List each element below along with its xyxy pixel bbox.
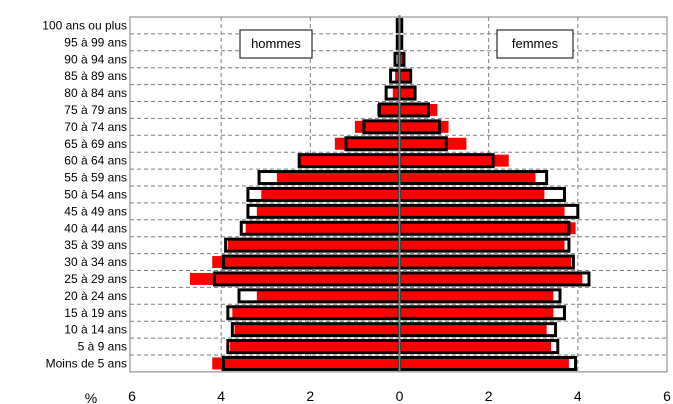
x-tick-label: 4 xyxy=(574,388,582,404)
bar-femmes-filled xyxy=(399,357,569,370)
bar-femmes-filled xyxy=(399,70,411,83)
bar-hommes-filled xyxy=(234,323,400,336)
bar-hommes-filled xyxy=(377,103,400,116)
category-label: 55 à 59 ans xyxy=(64,171,127,185)
bar-hommes-filled xyxy=(334,137,400,150)
x-tick-label: 6 xyxy=(663,388,671,404)
legend-hommes: hommes xyxy=(239,29,313,59)
bar-femmes-filled xyxy=(399,239,565,252)
bar-outlines xyxy=(212,15,591,372)
bar-hommes-filled xyxy=(261,188,400,201)
category-label: 85 à 89 ans xyxy=(64,69,127,83)
bar-hommes-filled xyxy=(189,272,400,285)
bar-femmes-filled xyxy=(399,87,416,100)
bar-femmes-filled xyxy=(399,154,509,167)
bar-hommes-filled xyxy=(212,357,400,370)
bar-hommes-filled xyxy=(256,205,400,218)
category-label: 100 ans ou plus xyxy=(42,18,127,32)
unit-label: % xyxy=(85,390,97,404)
category-label: 25 à 29 ans xyxy=(64,272,127,286)
legend-femmes-box xyxy=(496,29,574,59)
bar-femmes-filled xyxy=(399,103,438,116)
legend-femmes: femmes xyxy=(496,29,574,59)
category-label: 15 à 19 ans xyxy=(64,306,127,320)
bar-hommes-filled xyxy=(299,154,400,167)
bar-hommes-filled xyxy=(232,306,400,319)
legend-hommes-label: hommes xyxy=(251,36,301,51)
bar-femmes-filled xyxy=(399,222,576,235)
bar-hommes-filled xyxy=(230,340,400,353)
bar-hommes-filled xyxy=(354,120,400,133)
legend-femmes-label: femmes xyxy=(512,36,559,51)
category-label: 95 à 99 ans xyxy=(64,35,127,49)
category-labels: 100 ans ou plus 95 à 99 ans 90 à 94 ans 85 … xyxy=(42,18,127,370)
bar-hommes-filled xyxy=(256,289,400,302)
bar-femmes-filled xyxy=(399,137,467,150)
bar-femmes-filled xyxy=(399,289,554,302)
category-label: 30 à 34 ans xyxy=(64,255,127,269)
bar-femmes-filled xyxy=(399,53,404,66)
category-label: 65 à 69 ans xyxy=(64,137,127,151)
category-label: 45 à 49 ans xyxy=(64,204,127,218)
bar-femmes-filled xyxy=(399,340,552,353)
bar-hommes-filled xyxy=(392,87,400,100)
x-tick-label: 2 xyxy=(306,388,314,404)
bar-femmes-filled xyxy=(399,205,565,218)
bar-femmes-filled xyxy=(399,323,547,336)
category-label: Moins de 5 ans xyxy=(46,356,127,370)
category-label: 75 à 79 ans xyxy=(64,103,127,117)
category-label: 20 à 24 ans xyxy=(64,289,127,303)
bar-hommes-filled xyxy=(276,171,400,184)
bar-femmes-filled xyxy=(399,171,536,184)
bar-femmes-filled xyxy=(399,256,572,269)
bar-hommes-filled xyxy=(212,256,400,269)
bar-femmes-filled xyxy=(399,306,554,319)
category-label: 50 à 54 ans xyxy=(64,187,127,201)
bar-hommes-filled xyxy=(245,222,400,235)
x-tick-label: 2 xyxy=(485,388,493,404)
x-axis-ticks: 6 4 2 0 2 4 6 xyxy=(128,388,671,404)
category-label: 80 à 84 ans xyxy=(64,86,127,100)
bar-hommes-filled xyxy=(227,239,400,252)
category-label: 90 à 94 ans xyxy=(64,52,127,66)
x-tick-label: 4 xyxy=(217,388,225,404)
x-tick-label: 6 xyxy=(128,388,136,404)
x-tick-label: 0 xyxy=(396,388,404,404)
category-label: 5 à 9 ans xyxy=(78,340,127,354)
legend-hommes-box xyxy=(239,29,313,59)
category-label: 35 à 39 ans xyxy=(64,238,127,252)
category-label: 60 à 64 ans xyxy=(64,154,127,168)
bar-femmes-filled xyxy=(399,272,583,285)
bar-femmes-filled xyxy=(399,120,449,133)
category-label: 40 à 44 ans xyxy=(64,221,127,235)
bar-hommes-filled xyxy=(395,70,400,83)
bar-femmes-filled xyxy=(399,188,545,201)
category-label: 70 à 74 ans xyxy=(64,120,127,134)
category-label: 10 à 14 ans xyxy=(64,323,127,337)
bars xyxy=(189,36,583,370)
